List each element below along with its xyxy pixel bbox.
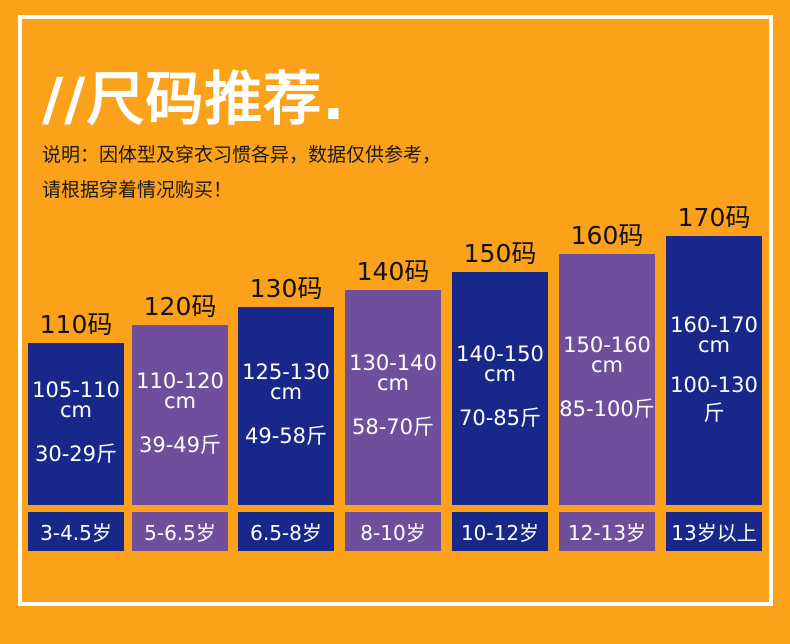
- height-range: 130-140: [349, 351, 437, 376]
- weight-range: 39-49斤: [138, 433, 222, 458]
- page-title: //尺码推荐.: [42, 65, 346, 133]
- height-range: 150-160: [563, 333, 651, 358]
- size-label: 130码: [249, 274, 323, 304]
- age-label: 5-6.5岁: [132, 512, 228, 551]
- age-label: 10-12岁: [452, 512, 548, 551]
- note-line-2: 请根据穿着情况购买！: [42, 179, 233, 201]
- size-label: 160码: [570, 220, 644, 250]
- size-label: 120码: [143, 292, 217, 322]
- age-label: 13岁以上: [666, 512, 762, 551]
- size-column: 130码 125-130 cm 49-58斤 6.5-8岁: [238, 0, 334, 644]
- weight-range: 58-70斤: [351, 415, 435, 440]
- weight-range: 49-58斤: [244, 424, 328, 449]
- size-column: 170码 160-170 cm 100-130斤 13岁以上: [666, 0, 762, 644]
- size-column: 140码 130-140 cm 58-70斤 8-10岁: [345, 0, 441, 644]
- height-unit: cm: [59, 398, 92, 422]
- size-bar: 125-130 cm 49-58斤: [238, 307, 334, 505]
- height-range: 160-170: [670, 312, 758, 337]
- age-label: 8-10岁: [345, 512, 441, 551]
- weight-range: 70-85斤: [458, 406, 542, 431]
- height-range: 110-120: [136, 369, 224, 394]
- height-range: 140-150: [456, 342, 544, 367]
- size-column: 160码 150-160 cm 85-100斤 12-13岁: [559, 0, 655, 644]
- weight-range: 100-130斤: [670, 372, 758, 425]
- age-label: 6.5-8岁: [238, 512, 334, 551]
- size-label: 110码: [39, 310, 113, 339]
- height-unit: cm: [163, 389, 196, 414]
- weight-range: 85-100斤: [559, 397, 655, 422]
- height-unit: cm: [697, 332, 730, 357]
- size-bar: 140-150 cm 70-85斤: [452, 271, 548, 505]
- white-frame: [18, 15, 773, 606]
- age-label: 3-4.5岁: [28, 512, 124, 551]
- size-bar: 130-140 cm 58-70斤: [345, 289, 441, 505]
- size-bar: 105-110 cm 30-29斤: [28, 343, 124, 505]
- height-unit: cm: [590, 353, 623, 378]
- weight-range: 30-29斤: [34, 442, 118, 466]
- height-unit: cm: [376, 371, 409, 396]
- size-bar: 110-120 cm 39-49斤: [132, 325, 228, 505]
- height-unit: cm: [483, 362, 516, 387]
- size-label: 140码: [356, 256, 430, 286]
- size-column: 120码 110-120 cm 39-49斤 5-6.5岁: [132, 0, 228, 644]
- size-label: 170码: [677, 203, 751, 233]
- size-bar: 150-160 cm 85-100斤: [559, 253, 655, 505]
- height-range: 105-110: [32, 378, 120, 402]
- size-label: 150码: [463, 238, 537, 268]
- size-column: 110码 105-110 cm 30-29斤 3-4.5岁: [28, 0, 124, 644]
- size-bar: 160-170 cm 100-130斤: [666, 236, 762, 505]
- age-label: 12-13岁: [559, 512, 655, 551]
- height-unit: cm: [269, 380, 302, 405]
- height-range: 125-130: [242, 360, 330, 385]
- note-line-1: 说明：因体型及穿衣习惯各异，数据仅供参考，: [42, 144, 442, 166]
- size-column: 150码 140-150 cm 70-85斤 10-12岁: [452, 0, 548, 644]
